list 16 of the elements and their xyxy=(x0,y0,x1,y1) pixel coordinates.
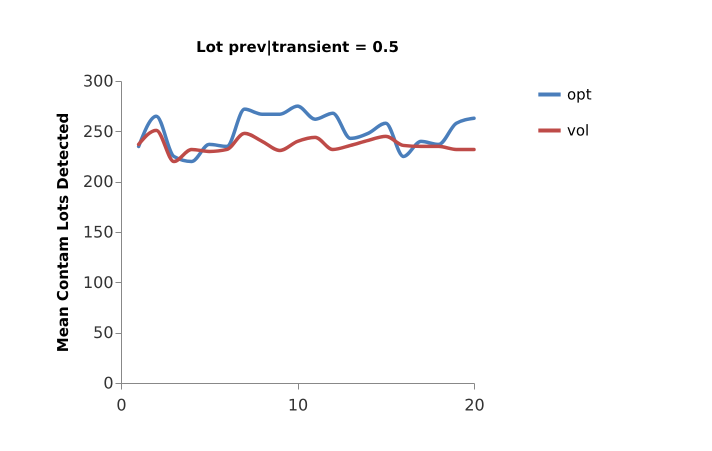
chart-title: Lot prev|transient = 0.5 xyxy=(196,38,399,56)
y-tick-label: 50 xyxy=(93,323,114,342)
line-series xyxy=(136,128,476,164)
y-tick-label: 100 xyxy=(82,272,114,292)
y-tick-label: 150 xyxy=(82,222,114,242)
y-tick-label: 250 xyxy=(82,122,114,141)
y-axis-title: Mean Contam Lots Detected xyxy=(54,112,72,352)
x-tick-label: 0 xyxy=(116,396,127,414)
y-tick-label: 300 xyxy=(82,72,114,90)
legend-label: opt xyxy=(567,86,592,104)
x-tick-label: 10 xyxy=(288,396,308,414)
legend-label: vol xyxy=(567,122,590,140)
line-series xyxy=(136,104,476,164)
y-tick-label: 200 xyxy=(82,172,114,192)
x-tick-label: 20 xyxy=(464,396,485,414)
y-tick-label: 0 xyxy=(103,374,114,392)
